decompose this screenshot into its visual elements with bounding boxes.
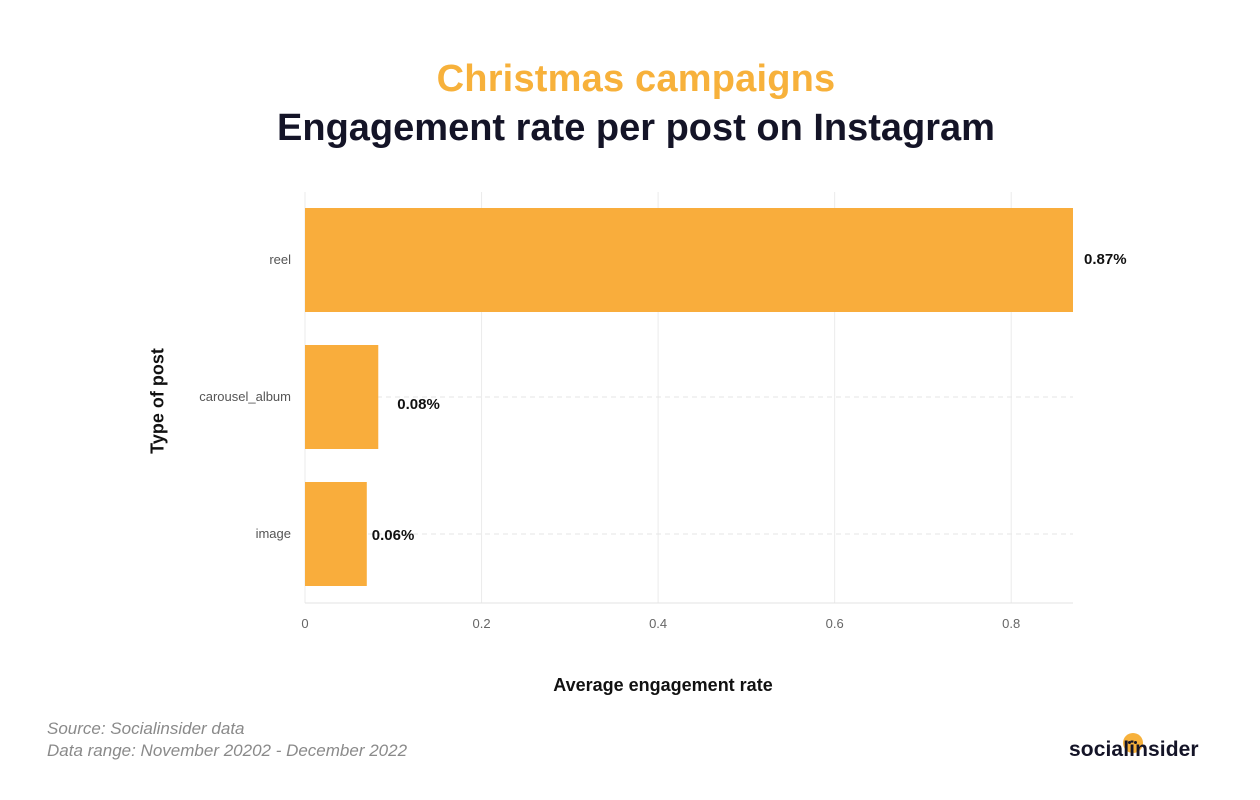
category-label: image [256,526,291,541]
source-text: Source: Socialinsider data [47,719,245,738]
data-range-text: Data range: November 20202 - December 20… [47,741,408,760]
chart-title: Engagement rate per post on Instagram [277,107,995,149]
x-tick-label: 0.8 [1002,616,1020,631]
data-label: 0.06% [372,527,415,544]
bar-image [305,482,367,586]
source-note: Source: Socialinsider data Data range: N… [47,718,407,762]
bars [305,208,1073,586]
data-label: 0.08% [397,396,440,413]
chart-supertitle: Christmas campaigns [436,58,836,100]
logo-face-icon [1123,733,1143,753]
y-axis-label: Type of post [147,348,168,454]
x-tick-label: 0.2 [473,616,491,631]
bar-reel [305,208,1073,312]
category-label: carousel_album [199,389,291,404]
category-label: reel [269,252,291,267]
data-label: 0.87% [1084,251,1127,268]
brand-logo: socialinsider [1069,738,1199,761]
x-tick-label: 0.6 [826,616,844,631]
x-axis-label: Average engagement rate [553,675,773,695]
x-tick-label: 0 [301,616,308,631]
x-tick-label: 0.4 [649,616,667,631]
bar-carousel_album [305,345,379,449]
